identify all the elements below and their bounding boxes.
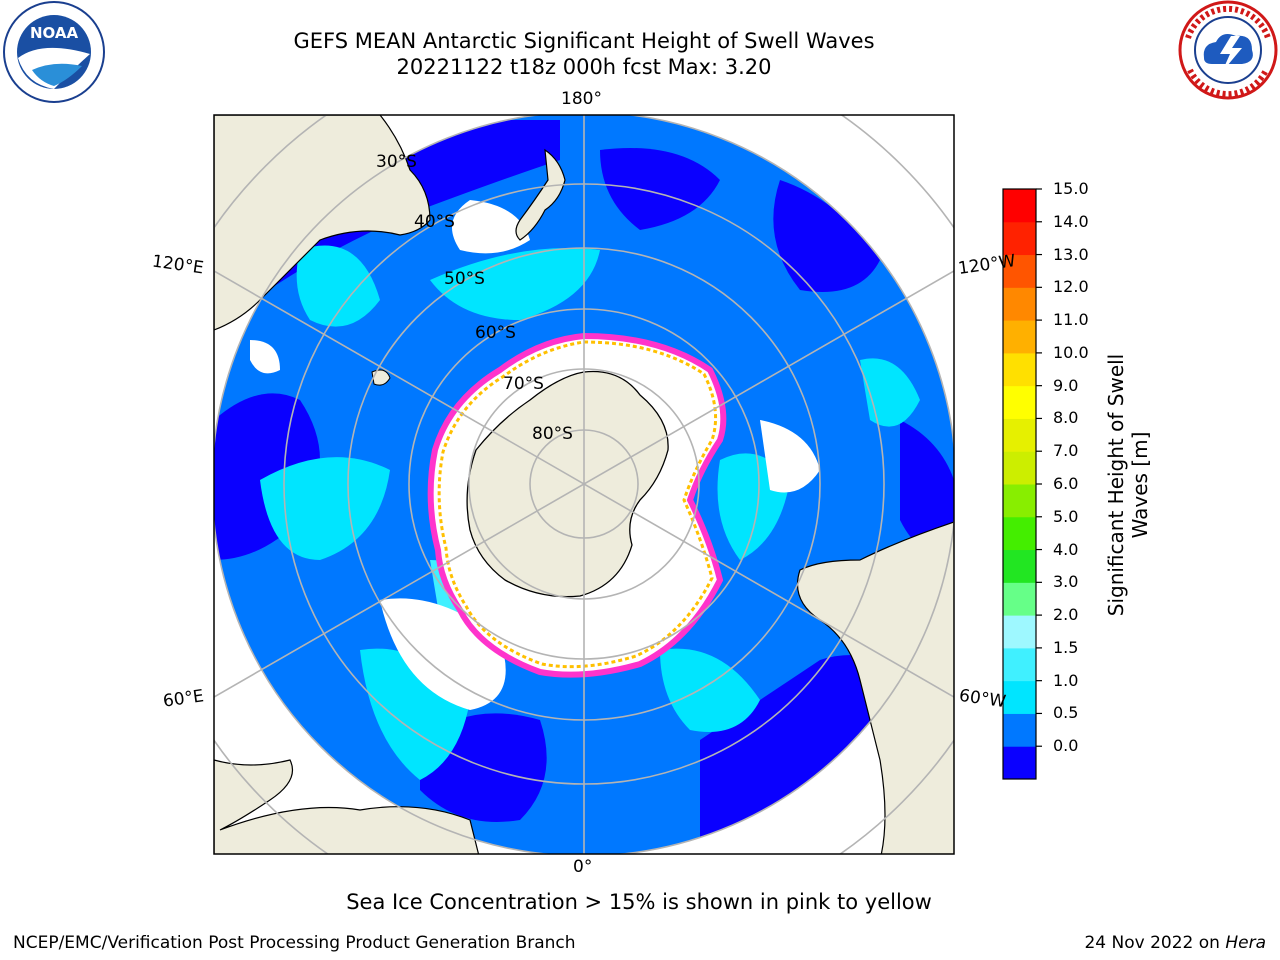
- colorbar-segment: [1003, 352, 1036, 387]
- sea-ice-edge-yellow: [437, 340, 718, 669]
- colorbar-segment: [1003, 647, 1036, 682]
- lon-label-180: 180°: [561, 89, 602, 109]
- south-america-land: [796, 521, 954, 854]
- colorbar-segment: [1003, 451, 1036, 485]
- colorbar-segment: [1003, 221, 1036, 256]
- colorbar-tick-label: 9.0: [1053, 375, 1079, 395]
- colorbar-segment: [1003, 418, 1036, 452]
- chart-subtitle: 20221122 t18z 000h fcst Max: 3.20: [396, 55, 772, 79]
- colorbar-label-line1: Significant Height of Swell: [1104, 353, 1128, 617]
- high-swell-region: [660, 648, 760, 732]
- colorbar-tick-label: 7.0: [1053, 441, 1079, 461]
- svg-text:NOAA: NOAA: [30, 24, 79, 42]
- colorbar-tick-label: 14.0: [1053, 211, 1089, 231]
- colorbar-frame: [1002, 188, 1037, 780]
- colorbar-tick-label: 2.0: [1053, 605, 1079, 625]
- lat-label-70s: 70°S: [503, 374, 544, 394]
- antarctica-land: [466, 370, 669, 598]
- footer-system: Hera: [1225, 933, 1266, 953]
- colorbar-tick-label: 10.0: [1053, 342, 1089, 362]
- lat-label-60s: 60°S: [475, 323, 516, 343]
- nws-logo: [1176, 0, 1280, 108]
- colorbar: [1003, 188, 1042, 780]
- low-swell-region: [600, 148, 720, 230]
- colorbar-tick-label: 6.0: [1053, 474, 1079, 493]
- colorbar-tick-label: 4.0: [1053, 539, 1079, 559]
- colorbar-segment: [1003, 680, 1036, 714]
- colorbar-segment: [1003, 385, 1036, 419]
- map-area: [214, 115, 954, 854]
- colorbar-segment: [1003, 189, 1036, 223]
- ice-patch: [452, 200, 530, 254]
- lon-label-0: 0°: [573, 857, 593, 877]
- colorbar-segment: [1003, 582, 1036, 616]
- longitude-lines: [214, 115, 954, 854]
- island-land: [371, 369, 391, 386]
- colorbar-segment: [1003, 484, 1036, 518]
- high-swell-region: [260, 457, 390, 560]
- colorbar-tick-label: 3.0: [1053, 572, 1079, 592]
- africa-land: [214, 759, 480, 854]
- colorbar-segment: [1003, 287, 1036, 321]
- lat-label-40s: 40°S: [414, 212, 455, 232]
- colorbar-tick-label: 13.0: [1053, 244, 1089, 264]
- colorbar-segment: [1003, 254, 1036, 288]
- noaa-logo: NOAA: [2, 0, 106, 108]
- colorbar-tick-label: 0.0: [1053, 736, 1079, 756]
- colorbar-segment: [1003, 713, 1036, 747]
- sea-ice-caption: Sea Ice Concentration > 15% is shown in …: [346, 890, 932, 914]
- colorbar-segment: [1003, 320, 1036, 354]
- map-frame: [213, 114, 955, 855]
- colorbar-tick-label: 5.0: [1053, 506, 1079, 526]
- colorbar-tick-label: 8.0: [1053, 408, 1079, 428]
- lat-label-50s: 50°S: [444, 269, 485, 289]
- colorbar-segment: [1003, 549, 1036, 583]
- footer-date: 24 Nov 2022 on Hera: [1084, 933, 1266, 953]
- colorbar-tick-label: 1.0: [1053, 670, 1079, 690]
- footer-credit: NCEP/EMC/Verification Post Processing Pr…: [13, 933, 576, 953]
- colorbar-segment: [1003, 746, 1036, 780]
- lat-label-30s: 30°S: [376, 152, 417, 172]
- footer-date-text: 24 Nov 2022 on: [1084, 933, 1226, 953]
- colorbar-segment: [1003, 615, 1036, 649]
- colorbar-tick-label: 1.5: [1053, 637, 1079, 657]
- colorbar-tick-label: 12.0: [1053, 277, 1089, 297]
- colorbar-tick-label: 15.0: [1053, 179, 1089, 198]
- high-swell-region: [296, 245, 380, 327]
- low-swell-region: [900, 420, 954, 560]
- lat-label-80s: 80°S: [532, 424, 573, 444]
- colorbar-label-line2: Waves [m]: [1128, 431, 1152, 539]
- low-swell-region: [773, 180, 880, 292]
- high-swell-region: [430, 248, 600, 320]
- colorbar-segment: [1003, 516, 1036, 551]
- ice-patch: [250, 340, 280, 374]
- chart-title: GEFS MEAN Antarctic Significant Height o…: [293, 29, 875, 53]
- ice-patch: [760, 420, 820, 493]
- new-zealand-land: [515, 148, 566, 241]
- colorbar-tick-label: 11.0: [1053, 310, 1089, 330]
- colorbar-tick-label: 0.5: [1053, 703, 1079, 723]
